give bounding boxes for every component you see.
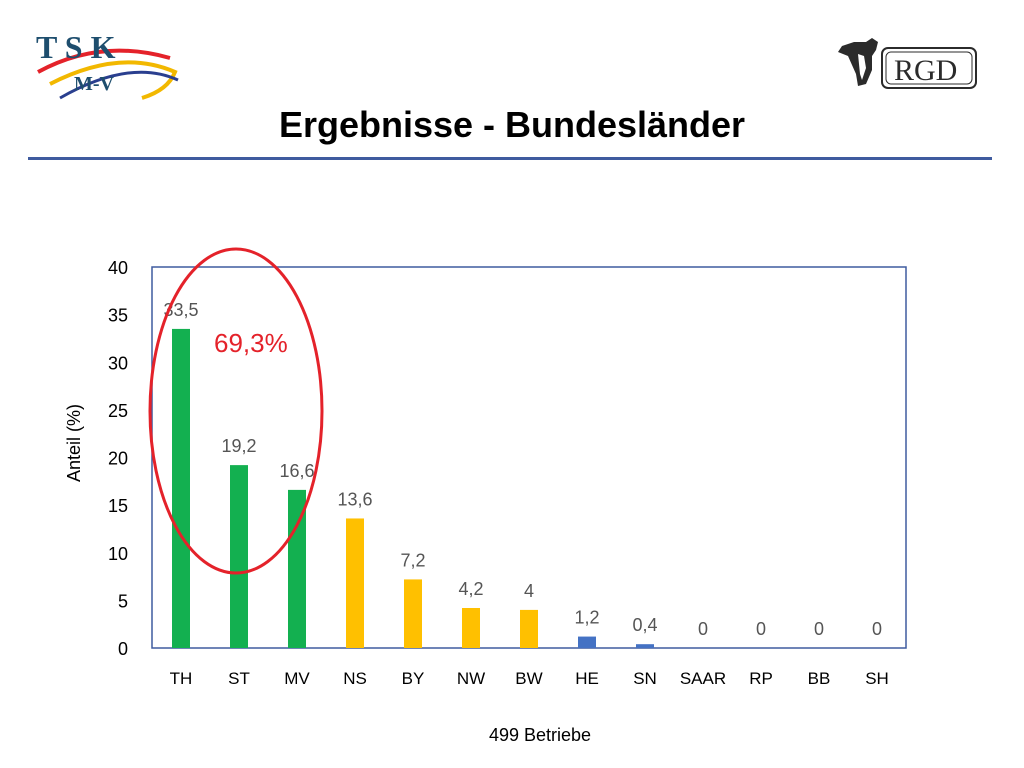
bar-sn — [636, 644, 654, 648]
cow-icon — [838, 38, 878, 86]
bar-value-label: 0 — [756, 619, 766, 639]
slide-title: Ergebnisse - Bundesländer — [278, 104, 746, 145]
y-tick-label: 20 — [108, 449, 128, 469]
bar-value-label: 16,6 — [279, 461, 314, 481]
x-category-label: TH — [170, 669, 193, 688]
bar-mv — [288, 489, 306, 648]
x-category-label: RP — [749, 669, 773, 688]
bar-value-label: 13,6 — [337, 489, 372, 509]
bar-value-label: 0 — [698, 619, 708, 639]
bar-ns — [346, 518, 364, 648]
bar-value-label: 0 — [814, 619, 824, 639]
y-tick-label: 25 — [108, 401, 128, 421]
bar-he — [578, 636, 596, 648]
x-category-label: SAAR — [680, 669, 726, 688]
tsk-logo-letters: T S K — [36, 29, 116, 65]
y-tick-label: 35 — [108, 306, 128, 326]
bar-st — [230, 465, 248, 648]
bar-th — [172, 328, 190, 648]
bar-nw — [462, 607, 480, 648]
bar-value-label: 4 — [524, 581, 534, 601]
y-tick-label: 30 — [108, 353, 128, 373]
highlight-ellipse — [148, 247, 324, 575]
y-tick-label: 15 — [108, 496, 128, 516]
x-category-label: NS — [343, 669, 367, 688]
tsk-logo-sub: M-V — [74, 73, 115, 95]
y-axis-title: Anteil (%) — [64, 404, 84, 482]
bar-by — [404, 579, 422, 648]
y-axis-ticks: 0 5 10 15 20 25 30 35 40 — [108, 258, 128, 659]
x-category-label: BW — [515, 669, 542, 688]
y-tick-label: 0 — [118, 639, 128, 659]
y-tick-label: 40 — [108, 258, 128, 278]
share-annotation: 69,3% — [214, 328, 288, 358]
x-axis-category-labels: TH ST MV NS BY NW BW HE SN SAAR RP BB SH — [170, 669, 889, 688]
tsk-mv-logo: T S K M-V — [36, 29, 179, 100]
x-category-label: SN — [633, 669, 657, 688]
x-category-label: BY — [402, 669, 425, 688]
y-tick-label: 10 — [108, 544, 128, 564]
title-divider — [28, 157, 992, 160]
x-category-label: MV — [284, 669, 310, 688]
x-category-label: HE — [575, 669, 599, 688]
rgd-logo: RGD — [838, 38, 977, 89]
rgd-logo-text: RGD — [894, 54, 957, 87]
bar-value-label: 0 — [872, 619, 882, 639]
bar-bw — [520, 609, 538, 648]
x-category-label: SH — [865, 669, 889, 688]
bar-value-label: 7,2 — [400, 550, 425, 570]
bar-value-label: 4,2 — [458, 579, 483, 599]
y-tick-label: 5 — [118, 591, 128, 611]
x-category-label: NW — [457, 669, 485, 688]
x-axis-title: 499 Betriebe — [489, 725, 591, 745]
x-category-label: BB — [808, 669, 831, 688]
bar-value-label: 1,2 — [574, 608, 599, 628]
bar-value-label: 0,4 — [632, 615, 657, 635]
x-category-label: ST — [228, 669, 250, 688]
bars — [172, 328, 654, 648]
bar-value-label: 19,2 — [221, 436, 256, 456]
